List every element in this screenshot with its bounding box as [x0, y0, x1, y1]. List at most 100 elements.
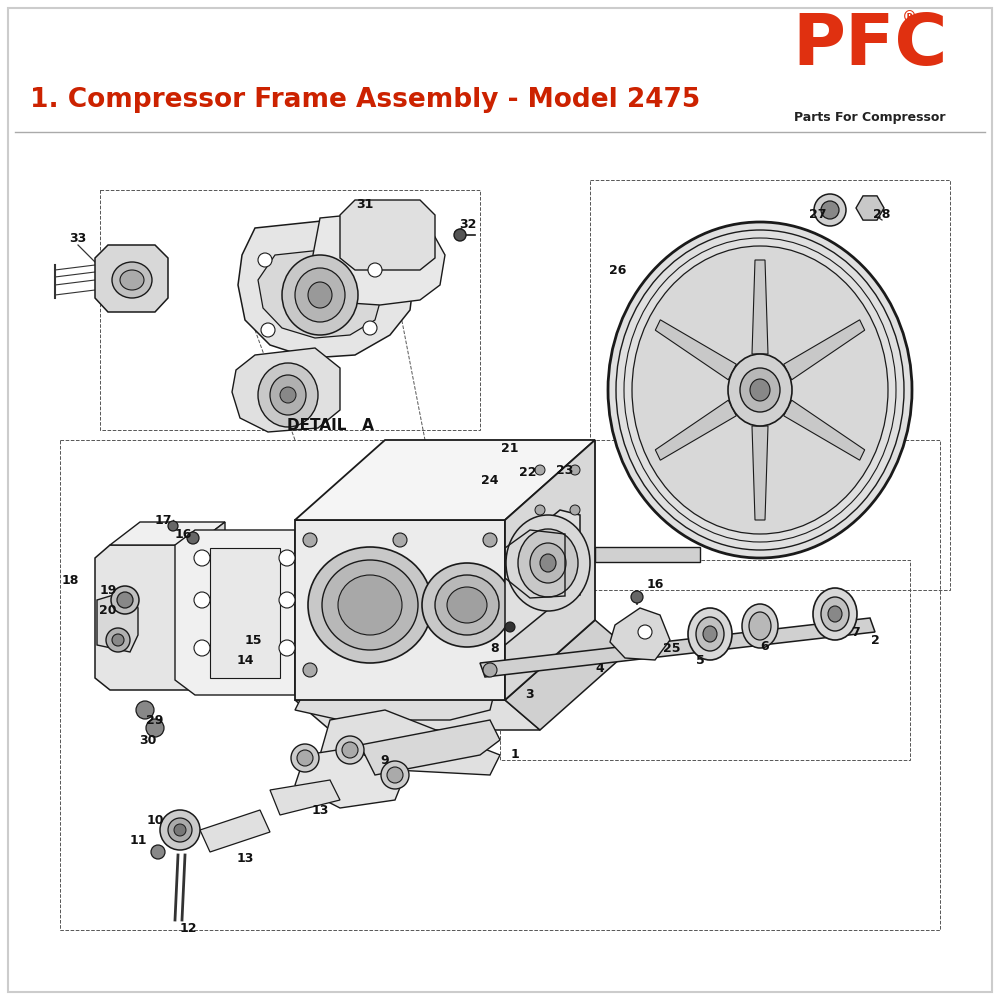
Text: 19: 19 [99, 584, 117, 596]
Polygon shape [655, 400, 736, 460]
Ellipse shape [295, 268, 345, 322]
Polygon shape [784, 320, 865, 380]
Polygon shape [200, 810, 270, 852]
Ellipse shape [168, 521, 178, 531]
Ellipse shape [187, 532, 199, 544]
Ellipse shape [535, 465, 545, 475]
Polygon shape [505, 620, 630, 730]
Text: 1: 1 [511, 748, 519, 762]
Ellipse shape [828, 606, 842, 622]
Ellipse shape [112, 634, 124, 646]
Ellipse shape [117, 592, 133, 608]
Text: 32: 32 [459, 219, 477, 232]
Polygon shape [505, 440, 595, 700]
Text: 13: 13 [236, 852, 254, 864]
Bar [60, 440, 940, 930]
Ellipse shape [454, 229, 466, 241]
Text: 9: 9 [381, 754, 389, 766]
Polygon shape [295, 665, 495, 720]
Ellipse shape [291, 744, 319, 772]
Ellipse shape [146, 719, 164, 737]
Ellipse shape [280, 387, 296, 403]
Text: 7: 7 [851, 626, 859, 640]
Text: 10: 10 [146, 814, 164, 826]
Ellipse shape [308, 282, 332, 308]
Ellipse shape [120, 270, 144, 290]
Polygon shape [270, 780, 340, 815]
Ellipse shape [821, 201, 839, 219]
Polygon shape [295, 700, 540, 730]
Ellipse shape [703, 626, 717, 642]
Polygon shape [505, 510, 580, 645]
Ellipse shape [151, 845, 165, 859]
Ellipse shape [160, 810, 200, 850]
Ellipse shape [740, 368, 780, 412]
Ellipse shape [194, 550, 210, 566]
Ellipse shape [435, 575, 499, 635]
Ellipse shape [270, 375, 306, 415]
Text: 1. Compressor Frame Assembly - Model 2475: 1. Compressor Frame Assembly - Model 247… [30, 87, 700, 113]
Polygon shape [295, 520, 505, 700]
Polygon shape [340, 200, 435, 270]
Ellipse shape [308, 547, 432, 663]
Ellipse shape [540, 554, 556, 572]
Ellipse shape [136, 701, 154, 719]
Text: 18: 18 [61, 574, 79, 586]
Ellipse shape [106, 628, 130, 652]
Ellipse shape [279, 592, 295, 608]
Text: 21: 21 [501, 442, 519, 454]
Text: DETAIL   A: DETAIL A [287, 418, 373, 432]
Text: 5: 5 [696, 654, 704, 666]
Ellipse shape [632, 246, 888, 534]
Text: 13: 13 [311, 804, 329, 816]
Ellipse shape [821, 597, 849, 631]
Polygon shape [856, 196, 884, 220]
Ellipse shape [483, 663, 497, 677]
Ellipse shape [258, 363, 318, 427]
Ellipse shape [393, 533, 407, 547]
Text: 20: 20 [99, 603, 117, 616]
Bar [100, 190, 480, 430]
Polygon shape [232, 348, 340, 432]
Ellipse shape [342, 742, 358, 758]
Ellipse shape [303, 663, 317, 677]
Polygon shape [95, 245, 168, 312]
Ellipse shape [750, 379, 770, 401]
Text: 11: 11 [129, 834, 147, 846]
Text: PFC: PFC [792, 10, 948, 80]
Ellipse shape [111, 586, 139, 614]
Text: 12: 12 [179, 922, 197, 934]
Ellipse shape [749, 612, 771, 640]
Ellipse shape [112, 262, 152, 298]
Text: 14: 14 [236, 654, 254, 666]
Ellipse shape [174, 824, 186, 836]
Text: 24: 24 [481, 474, 499, 487]
Polygon shape [238, 218, 415, 358]
Ellipse shape [535, 505, 545, 515]
Text: 25: 25 [663, 642, 681, 654]
Polygon shape [312, 212, 445, 305]
Ellipse shape [696, 617, 724, 651]
Text: 3: 3 [526, 688, 534, 702]
Ellipse shape [483, 533, 497, 547]
Ellipse shape [631, 591, 643, 603]
Polygon shape [210, 548, 280, 678]
Bar [500, 560, 910, 760]
Text: 30: 30 [139, 734, 157, 746]
Ellipse shape [447, 587, 487, 623]
Polygon shape [752, 426, 768, 520]
Polygon shape [360, 720, 500, 775]
Ellipse shape [261, 323, 275, 337]
Ellipse shape [338, 575, 402, 635]
Text: 4: 4 [596, 662, 604, 674]
Ellipse shape [505, 622, 515, 632]
Polygon shape [320, 710, 500, 775]
Ellipse shape [422, 563, 512, 647]
Text: 33: 33 [69, 232, 87, 244]
Polygon shape [175, 530, 295, 695]
Ellipse shape [570, 505, 580, 515]
Text: 22: 22 [519, 466, 537, 479]
Polygon shape [97, 590, 138, 652]
Polygon shape [95, 545, 195, 690]
Ellipse shape [168, 818, 192, 842]
